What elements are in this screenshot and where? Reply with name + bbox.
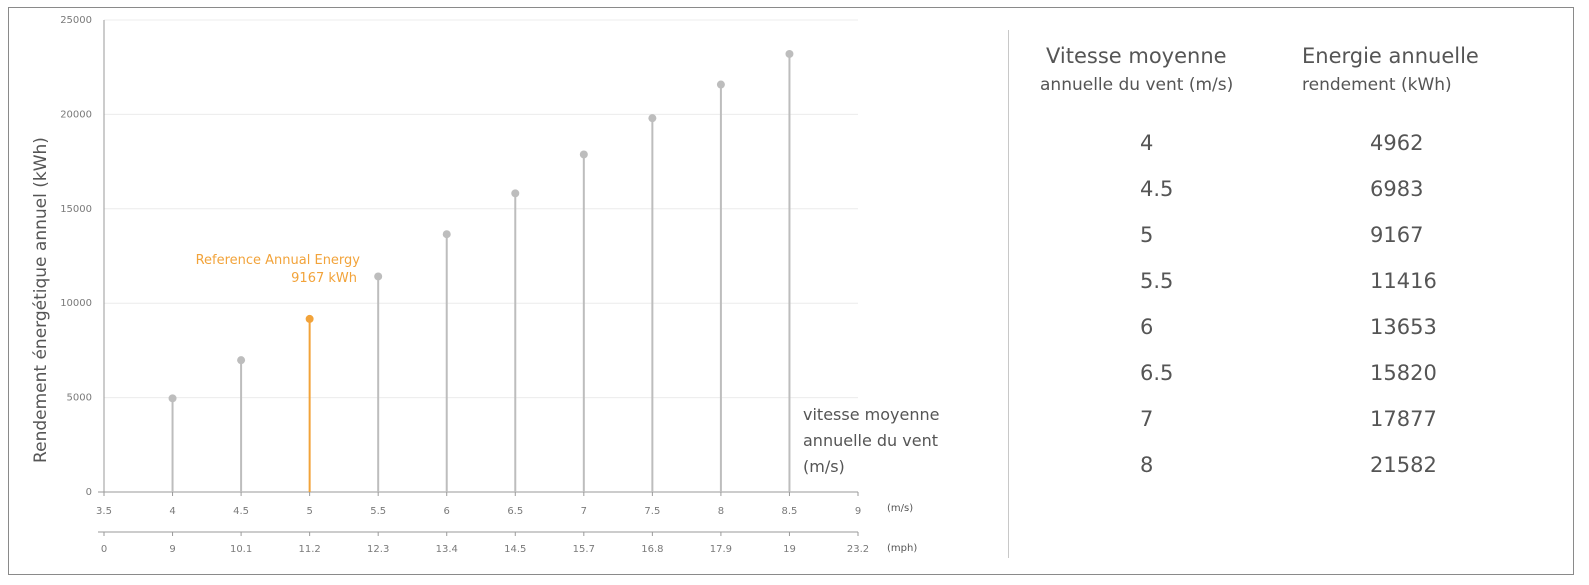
grid-layer	[104, 19, 858, 399]
header-energy: Energie annuelle	[1302, 44, 1479, 68]
section-divider	[1008, 30, 1009, 558]
x-tick-label-mph: 14.5	[504, 544, 526, 555]
data-point	[648, 114, 657, 123]
data-point	[442, 230, 451, 239]
x-tick-label-ms: 5.5	[370, 506, 386, 517]
x-note-line2: annuelle du vent	[803, 431, 938, 450]
cell-speed: 5	[1140, 223, 1154, 247]
x-tick-label-mph: 23.2	[847, 544, 869, 555]
x-tick-label-ms: 8.5	[782, 506, 798, 517]
subheader-energy: rendement (kWh)	[1302, 75, 1452, 95]
cell-speed: 7	[1140, 407, 1154, 431]
x-tick-label-ms: 7	[581, 506, 587, 517]
cell-energy: 13653	[1370, 315, 1437, 339]
y-axis-label: Rendement énergétique annuel (kWh)	[31, 137, 51, 463]
x-tick-label-mph: 10.1	[230, 544, 252, 555]
cell-speed: 6.5	[1140, 361, 1174, 385]
x-unit-ms: (m/s)	[887, 503, 913, 514]
table-row: 4.5 6983	[1040, 166, 1550, 212]
bar-layer	[168, 49, 794, 492]
data-point	[237, 356, 246, 365]
x-tick-label-ms: 4	[169, 506, 175, 517]
wind-energy-chart: 0 5000 10000 15000 20000 25000 3.5 4 4.5 5 5.5 6 6.5…	[31, 15, 939, 555]
x-tick-label-ms: 6.5	[507, 506, 523, 517]
highlight-point	[305, 314, 314, 323]
x-tick-label-mph: 0	[101, 544, 107, 555]
cell-energy: 15820	[1370, 361, 1437, 385]
x-tick-label-ms: 6	[444, 506, 450, 517]
cell-speed: 5.5	[1140, 269, 1174, 293]
energy-table: Vitesse moyenne Energie annuelle annuell…	[1040, 42, 1550, 488]
y-tick-label: 20000	[60, 109, 92, 120]
reference-label-line1: Reference Annual Energy	[196, 253, 361, 268]
reference-label-line2: 9167 kWh	[291, 271, 357, 286]
cell-speed: 4.5	[1140, 177, 1174, 201]
cell-energy: 6983	[1370, 177, 1424, 201]
table-row: 5.5 11416	[1040, 258, 1550, 304]
table-body: 4 4962 4.5 6983 5 9167 5.5 11416 6 13653…	[1040, 120, 1550, 488]
cell-energy: 21582	[1370, 453, 1437, 477]
x-tick-label-ms: 7.5	[644, 506, 660, 517]
cell-energy: 4962	[1370, 131, 1424, 155]
cell-energy: 9167	[1370, 223, 1424, 247]
x-tick-label-ms: 8	[718, 506, 724, 517]
x-tick-label-mph: 15.7	[573, 544, 595, 555]
x-tick-label-mph: 11.2	[299, 544, 321, 555]
figure-frame	[8, 7, 1574, 575]
header-speed: Vitesse moyenne	[1046, 44, 1227, 68]
table-row: 5 9167	[1040, 212, 1550, 258]
table-row: 7 17877	[1040, 396, 1550, 442]
x-note-line1: vitesse moyenne	[803, 405, 939, 424]
table-subheader-row: annuelle du vent (m/s) rendement (kWh)	[1040, 70, 1550, 100]
x-tick-label-mph: 9	[169, 544, 175, 555]
cell-energy: 17877	[1370, 407, 1437, 431]
data-point	[579, 150, 588, 159]
x-tick-label-mph: 16.8	[641, 544, 663, 555]
cell-speed: 4	[1140, 131, 1154, 155]
x-note-line3: (m/s)	[803, 457, 845, 476]
cell-speed: 6	[1140, 315, 1154, 339]
x-tick-label-ms: 3.5	[96, 506, 112, 517]
x-tick-label-mph: 19	[783, 544, 796, 555]
table-row: 8 21582	[1040, 442, 1550, 488]
data-point	[785, 49, 794, 58]
subheader-speed: annuelle du vent (m/s)	[1040, 75, 1234, 95]
x-tick-label-mph: 13.4	[436, 544, 458, 555]
y-tick-label: 5000	[67, 393, 92, 404]
x-tick-label-ms: 5	[306, 506, 312, 517]
table-row: 6.5 15820	[1040, 350, 1550, 396]
data-point	[374, 272, 383, 281]
table-row: 4 4962	[1040, 120, 1550, 166]
axis-layer: 0 5000 10000 15000 20000 25000 3.5 4 4.5 5 5.5 6 6.5…	[60, 15, 869, 555]
x-tick-label-ms: 9	[855, 506, 861, 517]
cell-energy: 11416	[1370, 269, 1437, 293]
x-tick-label-mph: 17.9	[710, 544, 732, 555]
data-point	[716, 80, 725, 89]
x-unit-mph: (mph)	[887, 543, 917, 554]
y-tick-label: 15000	[60, 204, 92, 215]
data-point	[511, 189, 520, 198]
data-point	[168, 394, 177, 403]
cell-speed: 8	[1140, 453, 1154, 477]
x-tick-label-ms: 4.5	[233, 506, 249, 517]
x-tick-label-mph: 12.3	[367, 544, 389, 555]
y-tick-label: 10000	[60, 298, 92, 309]
y-tick-label: 25000	[60, 15, 92, 26]
y-tick-label: 0	[86, 487, 92, 498]
table-header-row: Vitesse moyenne Energie annuelle	[1040, 42, 1550, 70]
table-row: 6 13653	[1040, 304, 1550, 350]
